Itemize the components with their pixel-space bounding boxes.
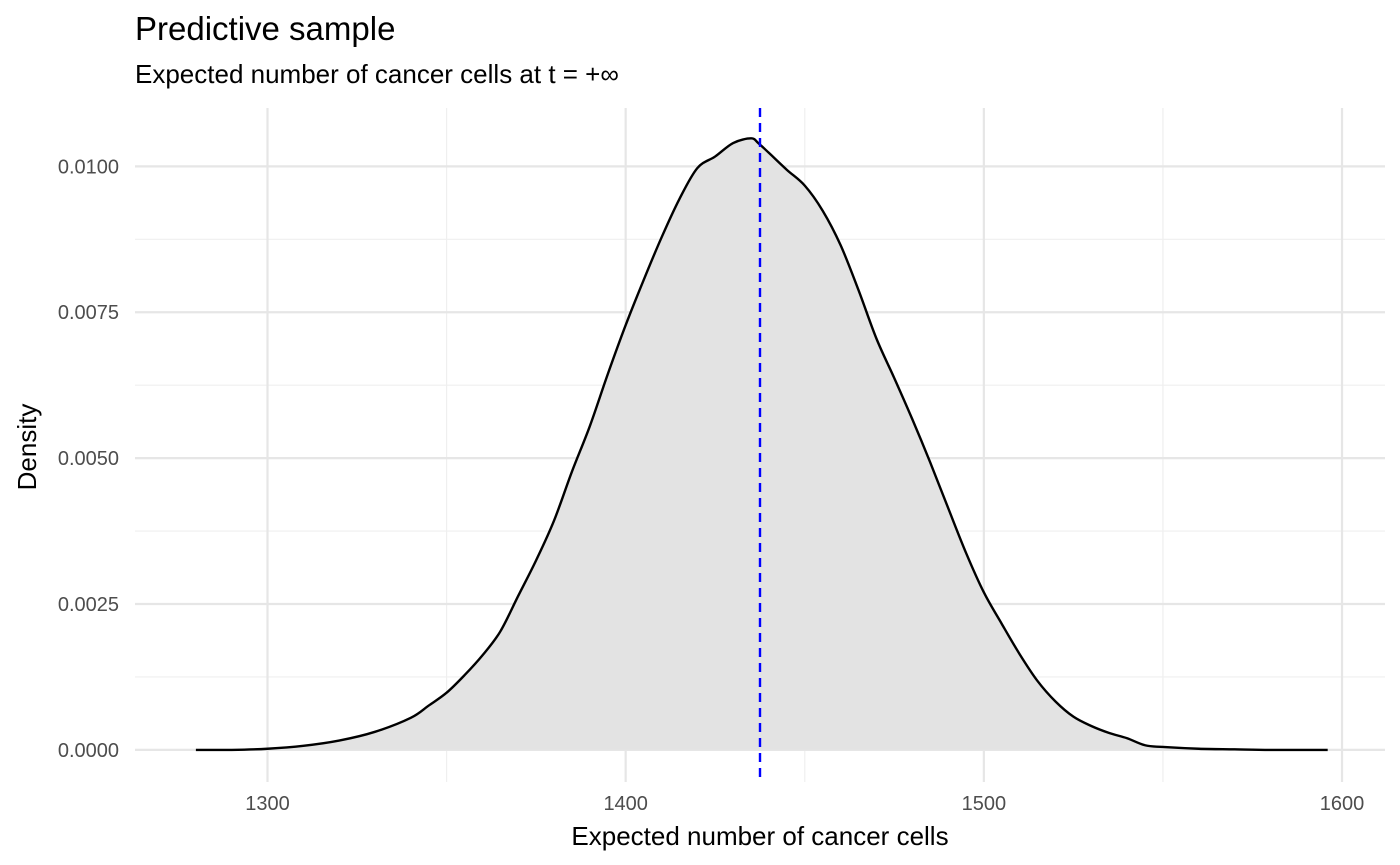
density-area-fill <box>195 138 1328 750</box>
y-tick-label: 0.0100 <box>58 156 119 178</box>
chart-title: Predictive sample <box>135 10 395 47</box>
x-tick-label: 1600 <box>1320 793 1365 815</box>
x-tick-label: 1400 <box>603 793 648 815</box>
y-tick-label: 0.0025 <box>58 594 119 616</box>
plot-area <box>195 137 1328 752</box>
y-axis-title: Density <box>12 404 42 491</box>
x-tick-label: 1300 <box>245 793 290 815</box>
density-curve-line <box>195 137 1328 752</box>
x-axis-title: Expected number of cancer cells <box>571 821 948 851</box>
y-tick-label: 0.0075 <box>58 302 119 324</box>
y-tick-label: 0.0050 <box>58 448 119 470</box>
chart-subtitle: Expected number of cancer cells at t = +… <box>135 59 619 89</box>
y-axis-tick-labels: 0.0000 0.0025 0.0050 0.0075 0.0100 <box>58 156 119 762</box>
x-tick-label: 1500 <box>962 793 1007 815</box>
y-tick-label: 0.0000 <box>58 740 119 762</box>
x-axis-tick-labels: 1300 1400 1500 1600 <box>245 793 1364 815</box>
